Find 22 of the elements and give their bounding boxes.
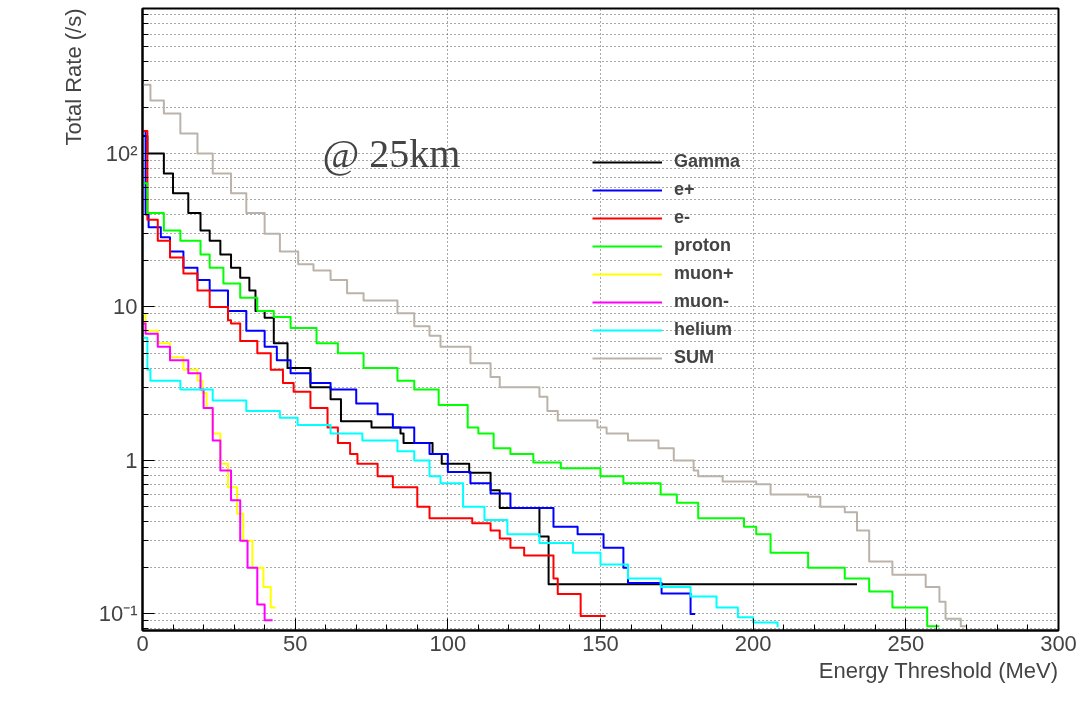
legend-label: e+ — [674, 179, 695, 200]
x-tick-label: 250 — [887, 630, 925, 656]
y-tick-label: 1 — [125, 447, 138, 473]
x-tick-label: 150 — [582, 630, 619, 656]
x-tick-label: 0 — [136, 630, 149, 656]
y-axis-title: Total Rate (/s) — [60, 8, 86, 146]
x-tick-label: 200 — [734, 630, 772, 656]
y-tick-label: 10⁻¹ — [98, 601, 138, 627]
legend-label: helium — [674, 319, 733, 340]
legend-label: proton — [674, 235, 731, 256]
legend-label: SUM — [674, 347, 714, 368]
annotation: @ 25km — [322, 130, 461, 176]
x-tick-label: 50 — [282, 630, 308, 656]
x-axis-title: Energy Threshold (MeV) — [818, 657, 1059, 683]
x-tick-label: 100 — [429, 630, 467, 656]
legend-label: Gamma — [674, 151, 741, 172]
x-tick-label: 300 — [1040, 630, 1077, 656]
y-tick-label: 10 — [113, 294, 138, 320]
legend-label: muon- — [674, 291, 729, 312]
legend-label: e- — [674, 207, 691, 228]
legend-label: muon+ — [674, 263, 734, 284]
y-tick-label: 10² — [105, 140, 138, 166]
